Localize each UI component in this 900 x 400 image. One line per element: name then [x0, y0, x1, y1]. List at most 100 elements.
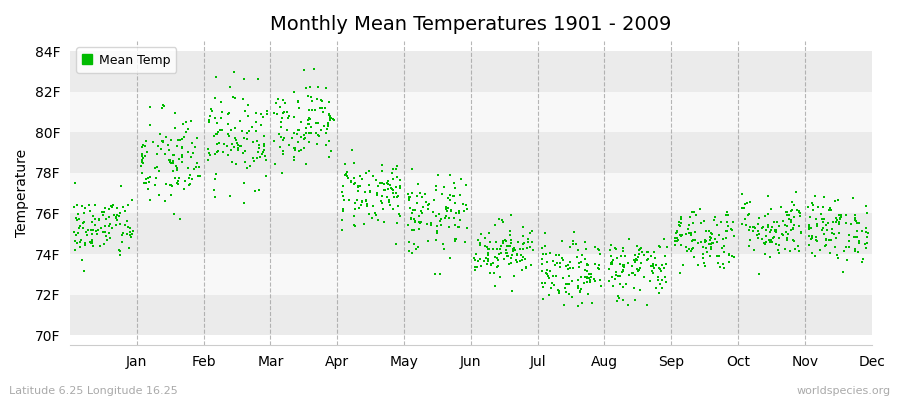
Point	[657, 252, 671, 259]
Point	[707, 214, 722, 220]
Point	[341, 197, 356, 203]
Point	[138, 143, 152, 150]
Point	[580, 275, 594, 282]
Point	[250, 138, 265, 144]
Point	[336, 206, 350, 212]
Point	[491, 255, 505, 262]
Point	[400, 191, 415, 198]
Point	[407, 227, 421, 234]
Point	[491, 262, 505, 269]
Point	[824, 205, 838, 212]
Point	[763, 237, 778, 243]
Point	[202, 112, 217, 119]
Point	[414, 218, 428, 225]
Point	[704, 235, 718, 242]
Point	[437, 184, 452, 190]
Point	[659, 261, 673, 267]
Point	[159, 181, 174, 188]
Point	[703, 234, 717, 241]
Point	[446, 193, 461, 200]
Point	[688, 208, 702, 215]
Point	[168, 163, 183, 170]
Point	[382, 201, 397, 208]
Point	[819, 242, 833, 248]
Point	[439, 205, 454, 212]
Point	[491, 256, 505, 263]
Point	[774, 204, 788, 210]
Point	[299, 125, 313, 132]
Point	[257, 143, 272, 149]
Point	[363, 188, 377, 194]
Point	[852, 220, 867, 226]
Point	[859, 202, 873, 209]
Point	[408, 218, 422, 224]
Point	[291, 99, 305, 106]
Point	[563, 244, 578, 250]
Point	[159, 134, 174, 141]
Point	[671, 222, 686, 228]
Point	[743, 224, 758, 230]
Point	[381, 181, 395, 187]
Point	[233, 143, 248, 150]
Point	[212, 126, 227, 133]
Point	[757, 241, 771, 248]
Point	[673, 214, 688, 220]
Point	[285, 135, 300, 141]
Point	[321, 120, 336, 126]
Point	[828, 198, 842, 205]
Point	[76, 224, 91, 231]
Point	[688, 229, 702, 235]
Point	[184, 154, 199, 160]
Point	[637, 274, 652, 280]
Point	[483, 261, 498, 267]
Point	[535, 256, 549, 262]
Point	[762, 236, 777, 243]
Point	[120, 218, 134, 224]
Point	[259, 108, 274, 114]
Point	[722, 252, 736, 259]
Point	[459, 201, 473, 208]
Point	[424, 222, 438, 228]
Point	[443, 172, 457, 178]
Point	[805, 250, 819, 256]
Point	[859, 225, 873, 231]
Point	[634, 246, 648, 252]
Point	[572, 303, 586, 310]
Point	[293, 118, 308, 125]
Point	[573, 274, 588, 280]
Point	[100, 237, 114, 243]
Point	[472, 237, 486, 243]
Point	[167, 175, 182, 181]
Point	[189, 164, 203, 170]
Point	[503, 255, 517, 261]
Point	[236, 96, 250, 102]
Point	[702, 253, 716, 260]
Point	[182, 174, 196, 181]
Point	[73, 244, 87, 251]
Point	[70, 230, 85, 236]
Point	[848, 233, 862, 240]
Point	[742, 237, 757, 243]
Point	[102, 214, 116, 220]
Point	[482, 246, 496, 252]
Point	[480, 260, 494, 267]
Point	[771, 250, 786, 256]
Point	[804, 225, 818, 232]
Point	[725, 219, 740, 225]
Point	[225, 159, 239, 166]
Point	[176, 159, 190, 166]
Point	[490, 264, 504, 270]
Point	[626, 263, 640, 269]
Point	[755, 236, 770, 242]
Point	[751, 221, 765, 227]
Point	[336, 182, 350, 189]
Point	[674, 216, 688, 222]
Point	[714, 218, 728, 225]
Point	[491, 257, 505, 263]
Point	[362, 182, 376, 188]
Point	[851, 249, 866, 255]
Point	[94, 225, 108, 231]
Point	[771, 235, 786, 241]
Point	[496, 219, 510, 226]
Point	[386, 166, 400, 172]
